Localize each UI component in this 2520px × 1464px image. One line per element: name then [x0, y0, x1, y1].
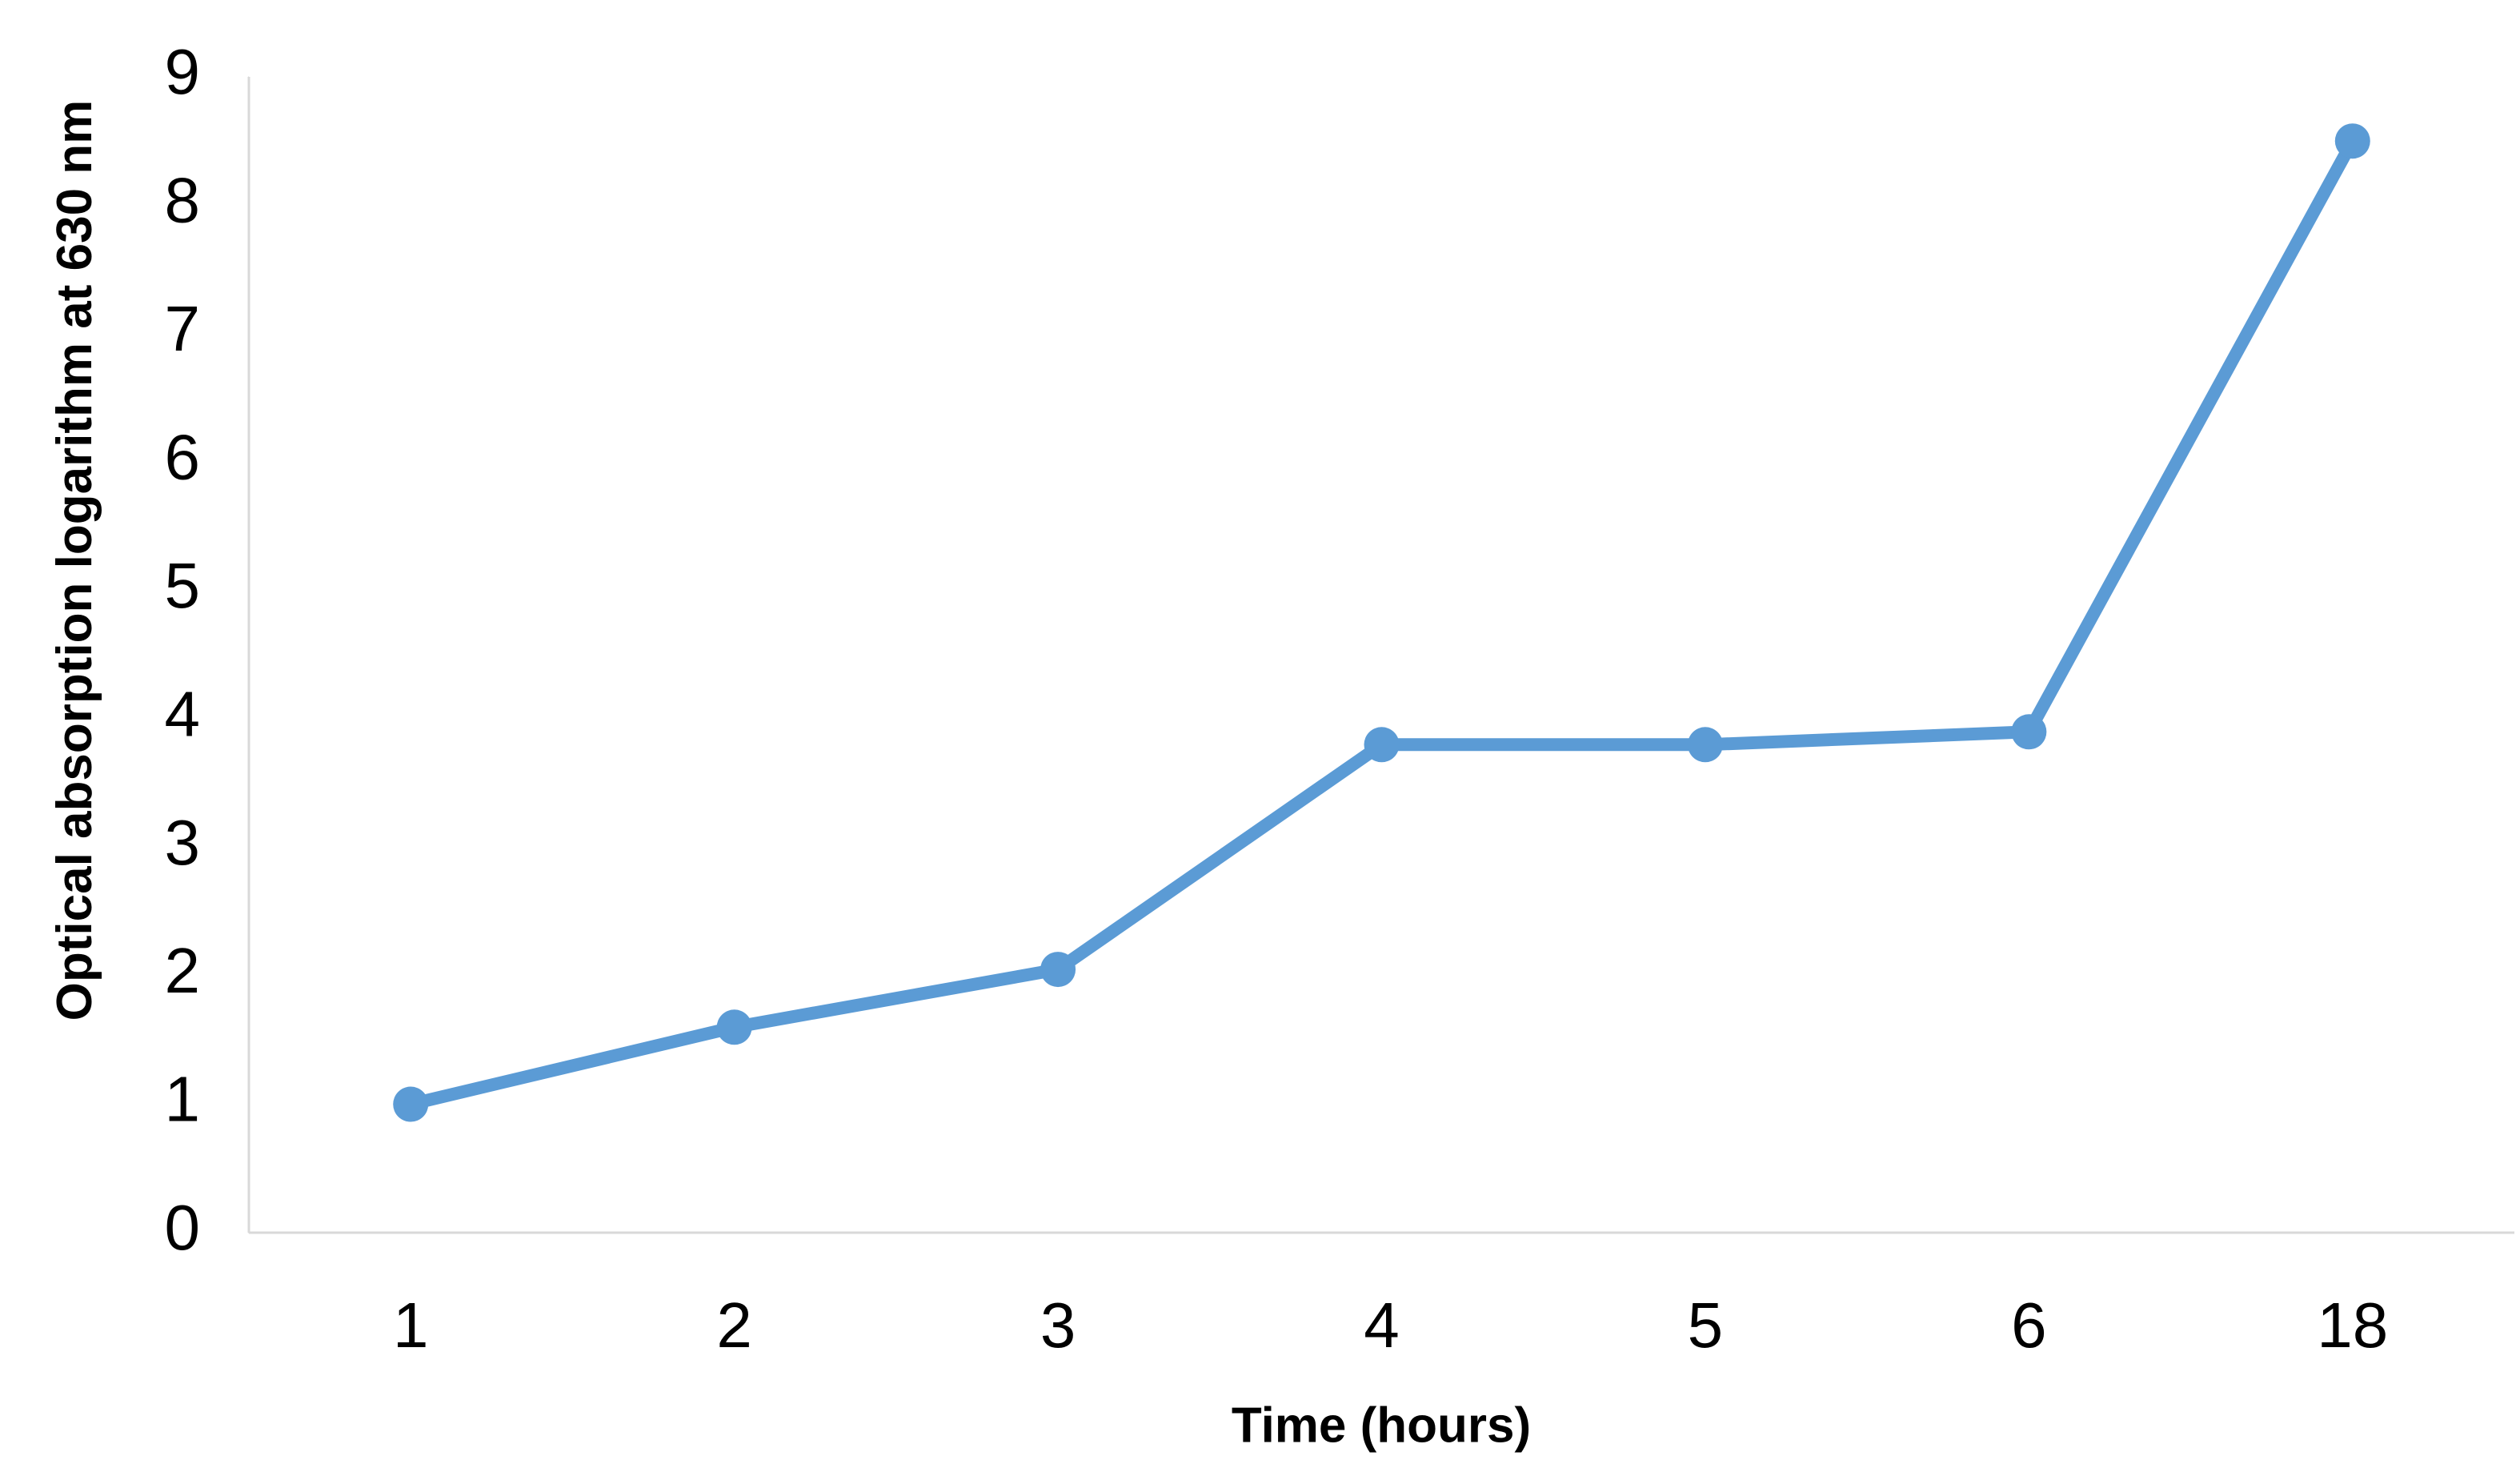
- y-tick-label: 4: [165, 678, 201, 749]
- x-tick-label: 18: [2317, 1290, 2388, 1361]
- x-tick-label: 6: [2011, 1290, 2047, 1361]
- data-point: [1364, 727, 1400, 763]
- y-tick-label: 1: [165, 1064, 201, 1135]
- y-tick-label: 6: [165, 421, 201, 492]
- y-tick-label: 5: [165, 550, 201, 621]
- x-tick-label: 4: [1364, 1290, 1400, 1361]
- y-tick-label: 8: [165, 165, 201, 236]
- data-point: [716, 1009, 752, 1045]
- x-tick-label: 2: [716, 1290, 752, 1361]
- data-point: [1040, 952, 1076, 988]
- y-tick-label: 2: [165, 935, 201, 1006]
- data-line: [409, 138, 2358, 1111]
- x-tick-label: 1: [393, 1290, 429, 1361]
- y-tick-label: 0: [165, 1192, 201, 1263]
- data-point: [393, 1086, 429, 1122]
- x-tick-label: 5: [1688, 1290, 1724, 1361]
- y-tick-label: 9: [165, 36, 201, 107]
- y-tick-label: 3: [165, 807, 201, 878]
- data-point: [1687, 727, 1723, 763]
- data-point: [2334, 123, 2370, 159]
- x-tick-label: 3: [1040, 1290, 1076, 1361]
- y-tick-label: 7: [165, 293, 201, 364]
- y-axis-label: Optical absorption logarithm at 630 nm: [47, 99, 102, 1021]
- data-point: [2011, 714, 2047, 750]
- x-axis-label: Time (hours): [1232, 1398, 1531, 1453]
